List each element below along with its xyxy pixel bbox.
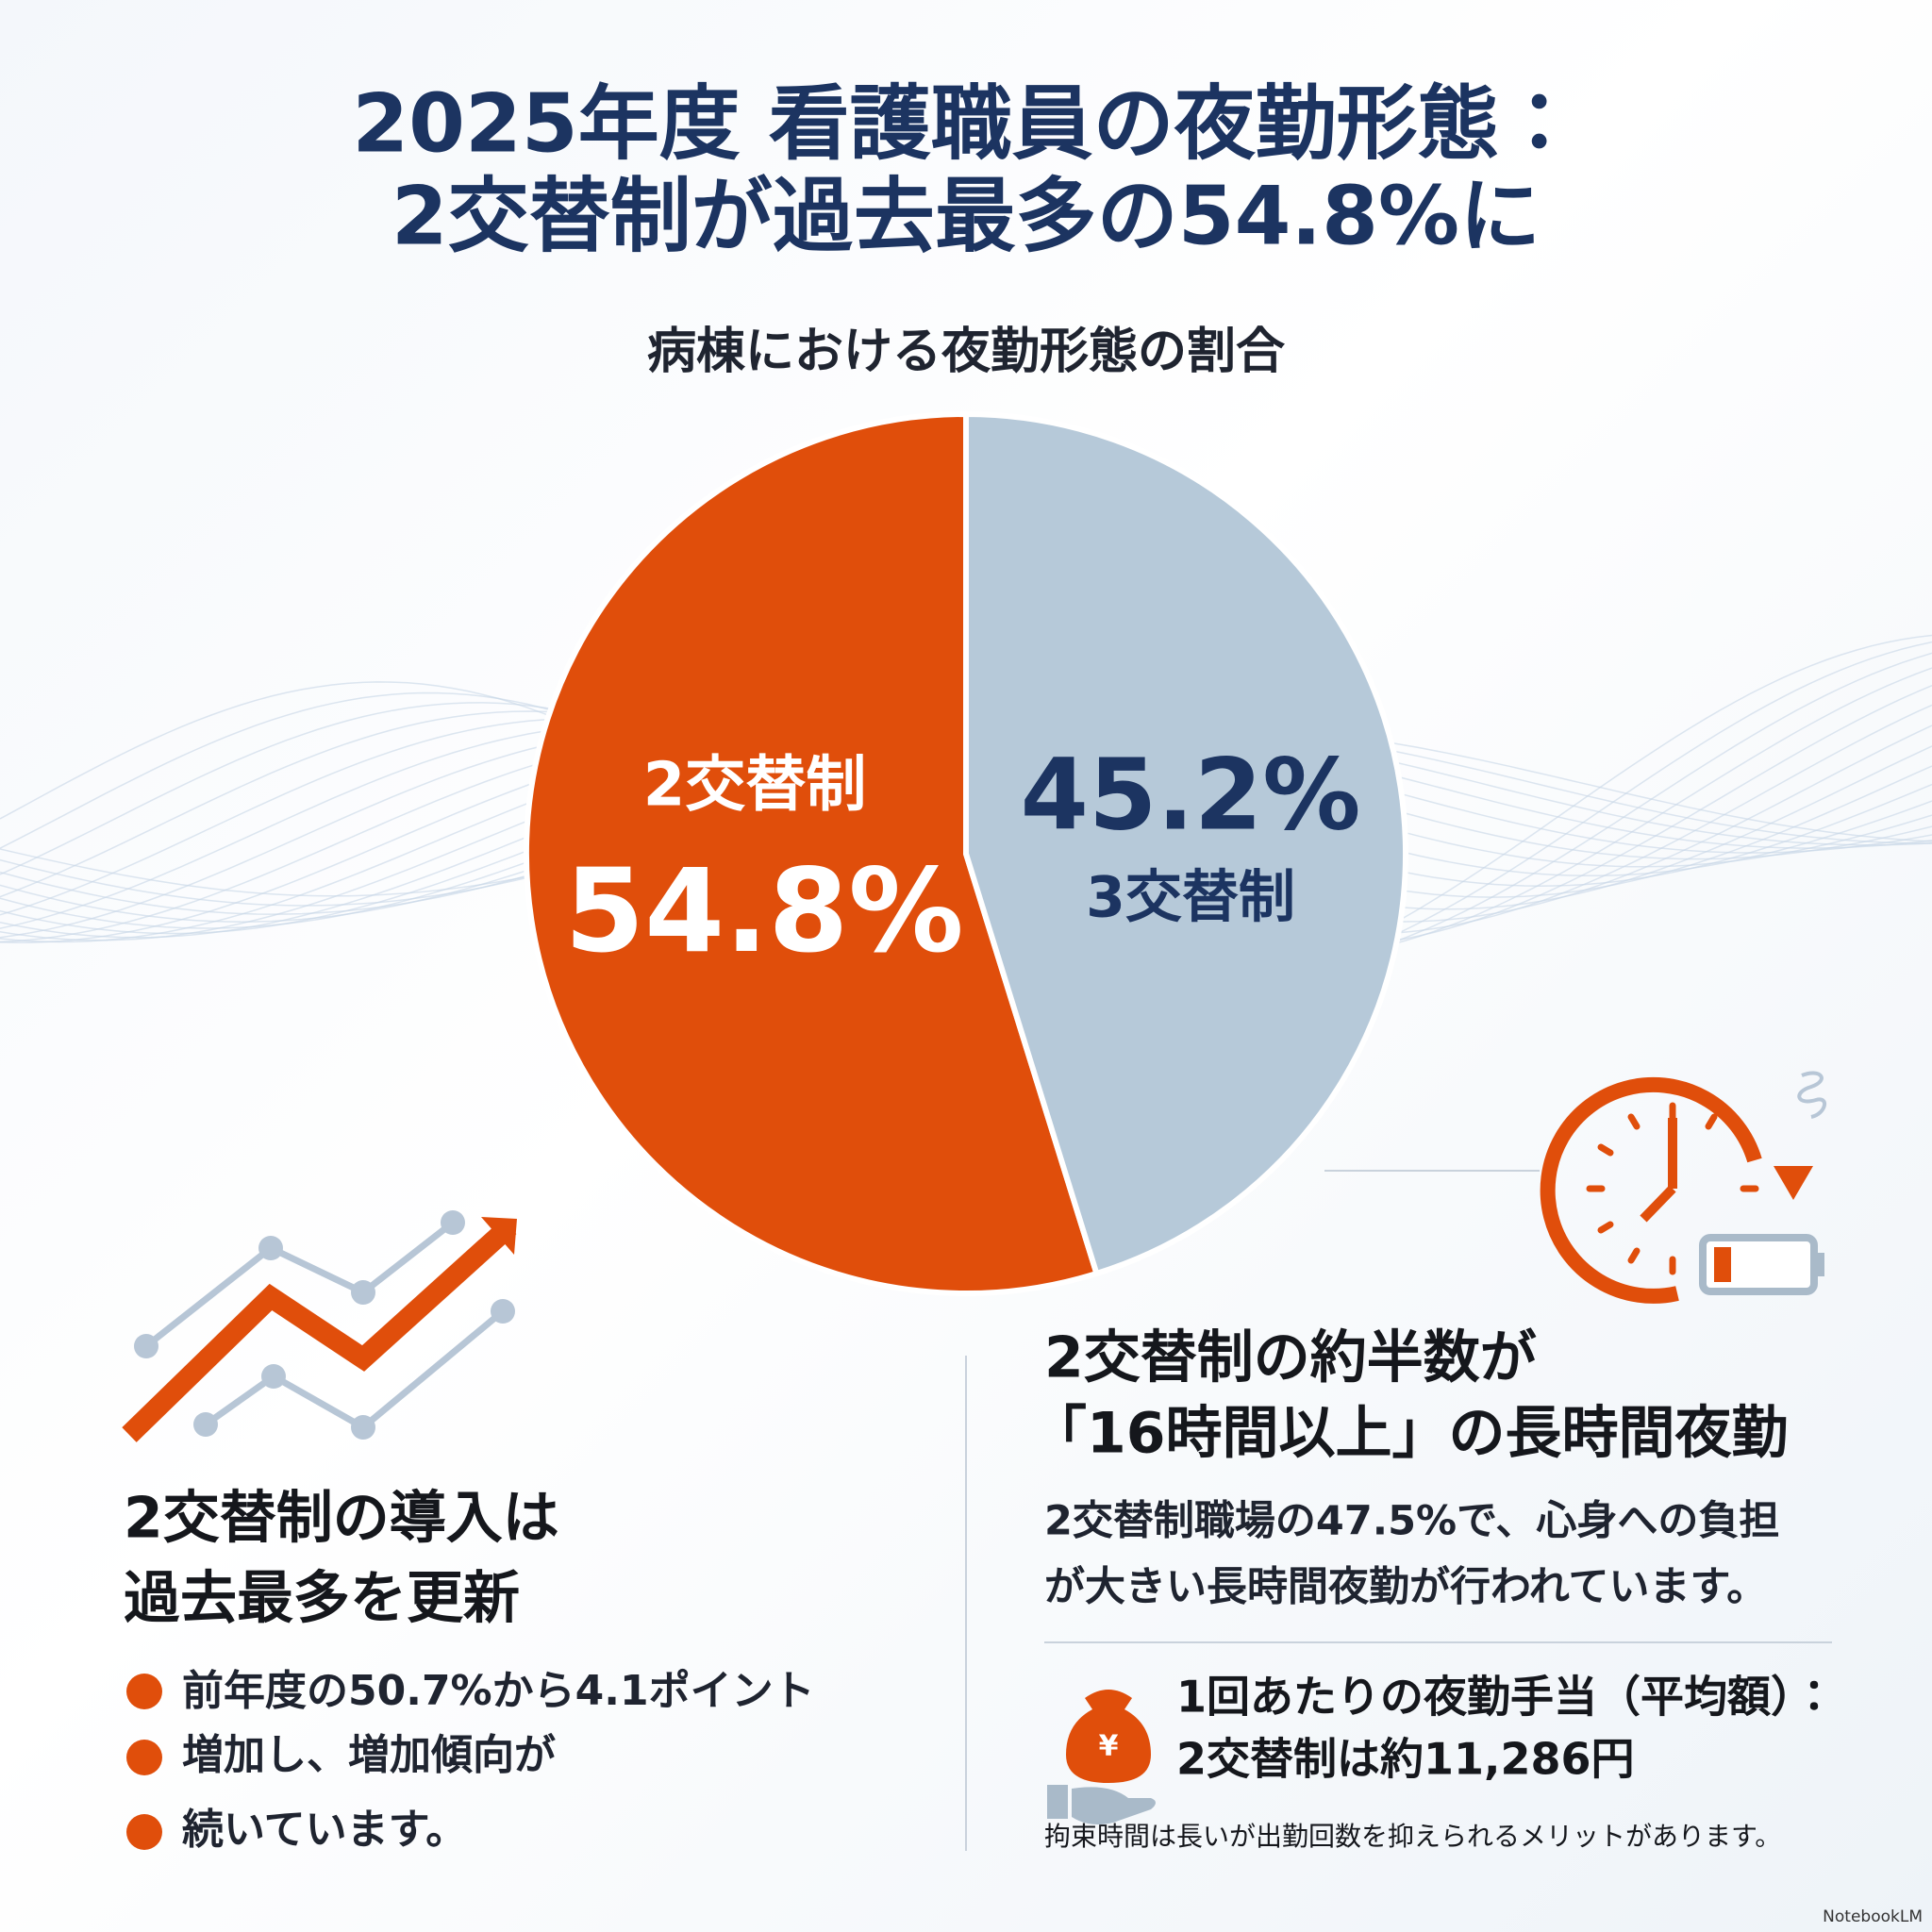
allowance-text: 2交替制は約11,286円 [1176,1734,1635,1785]
left-heading: 過去最多を更新 [124,1566,520,1632]
battery-level [1714,1247,1731,1282]
icon-arrow [481,1217,517,1255]
trend-icon [122,1210,517,1442]
chart-subtitle: 病棟における夜勤形態の割合 [647,324,1286,380]
tired-swirl [1797,1071,1826,1119]
battery-cap [1816,1253,1824,1276]
bullet-text: 前年度の50.7%から4.1ポイント [182,1667,815,1715]
clock-arrow [1774,1166,1813,1200]
right-heading: 「16時間以上」の長時間夜勤 [1030,1401,1789,1467]
icon-line [203,1308,506,1432]
right-body: が大きい長時間夜勤が行われています。 [1044,1564,1767,1611]
slice-value-label: 45.2% [1021,737,1361,852]
icon-line [143,1220,456,1349]
clock-hand [1640,1185,1676,1223]
allowance-text: 1回あたりの夜勤手当（平均額）： [1176,1672,1836,1723]
title-line: 2025年度 看護職員の夜勤形態： [352,76,1579,171]
bullet-dot [126,1740,162,1775]
clock-icon [1540,1071,1826,1304]
money-bag [1066,1690,1151,1783]
bullet-dot [126,1674,162,1709]
money-icon: ¥ [1047,1690,1156,1824]
icon-dots [134,1210,515,1440]
clock-arc [1540,1076,1762,1304]
clock-ticks [1586,1102,1759,1275]
bullet-text: 増加し、増加傾向が [182,1731,556,1779]
icon-trend [122,1218,517,1442]
footer: NotebookLM [1823,1907,1923,1926]
right-heading: 2交替制の約半数が [1044,1325,1537,1391]
title-line: 2交替制が過去最多の54.8%に [391,169,1541,263]
slice-name: 2交替制 [643,751,867,821]
hand [1047,1785,1156,1824]
pie-chart: 2交替制 54.8% 3交替制 45.2% [524,410,1409,1296]
slice-value-label: 54.8% [564,844,963,978]
bullet-text: 続いています。 [182,1806,467,1854]
right-body: 2交替制職場の47.5%で、心身への負担 [1044,1498,1779,1545]
note: 拘束時間は長いが出勤回数を抑えられるメリットがあります。 [1044,1821,1781,1852]
yen-sign: ¥ [1099,1730,1119,1763]
pie-slice [963,410,1409,1277]
left-heading: 2交替制の導入は [124,1486,559,1552]
slice-name: 3交替制 [1086,865,1295,931]
pie-slice [524,410,1101,1296]
bullet-dot [126,1814,162,1850]
